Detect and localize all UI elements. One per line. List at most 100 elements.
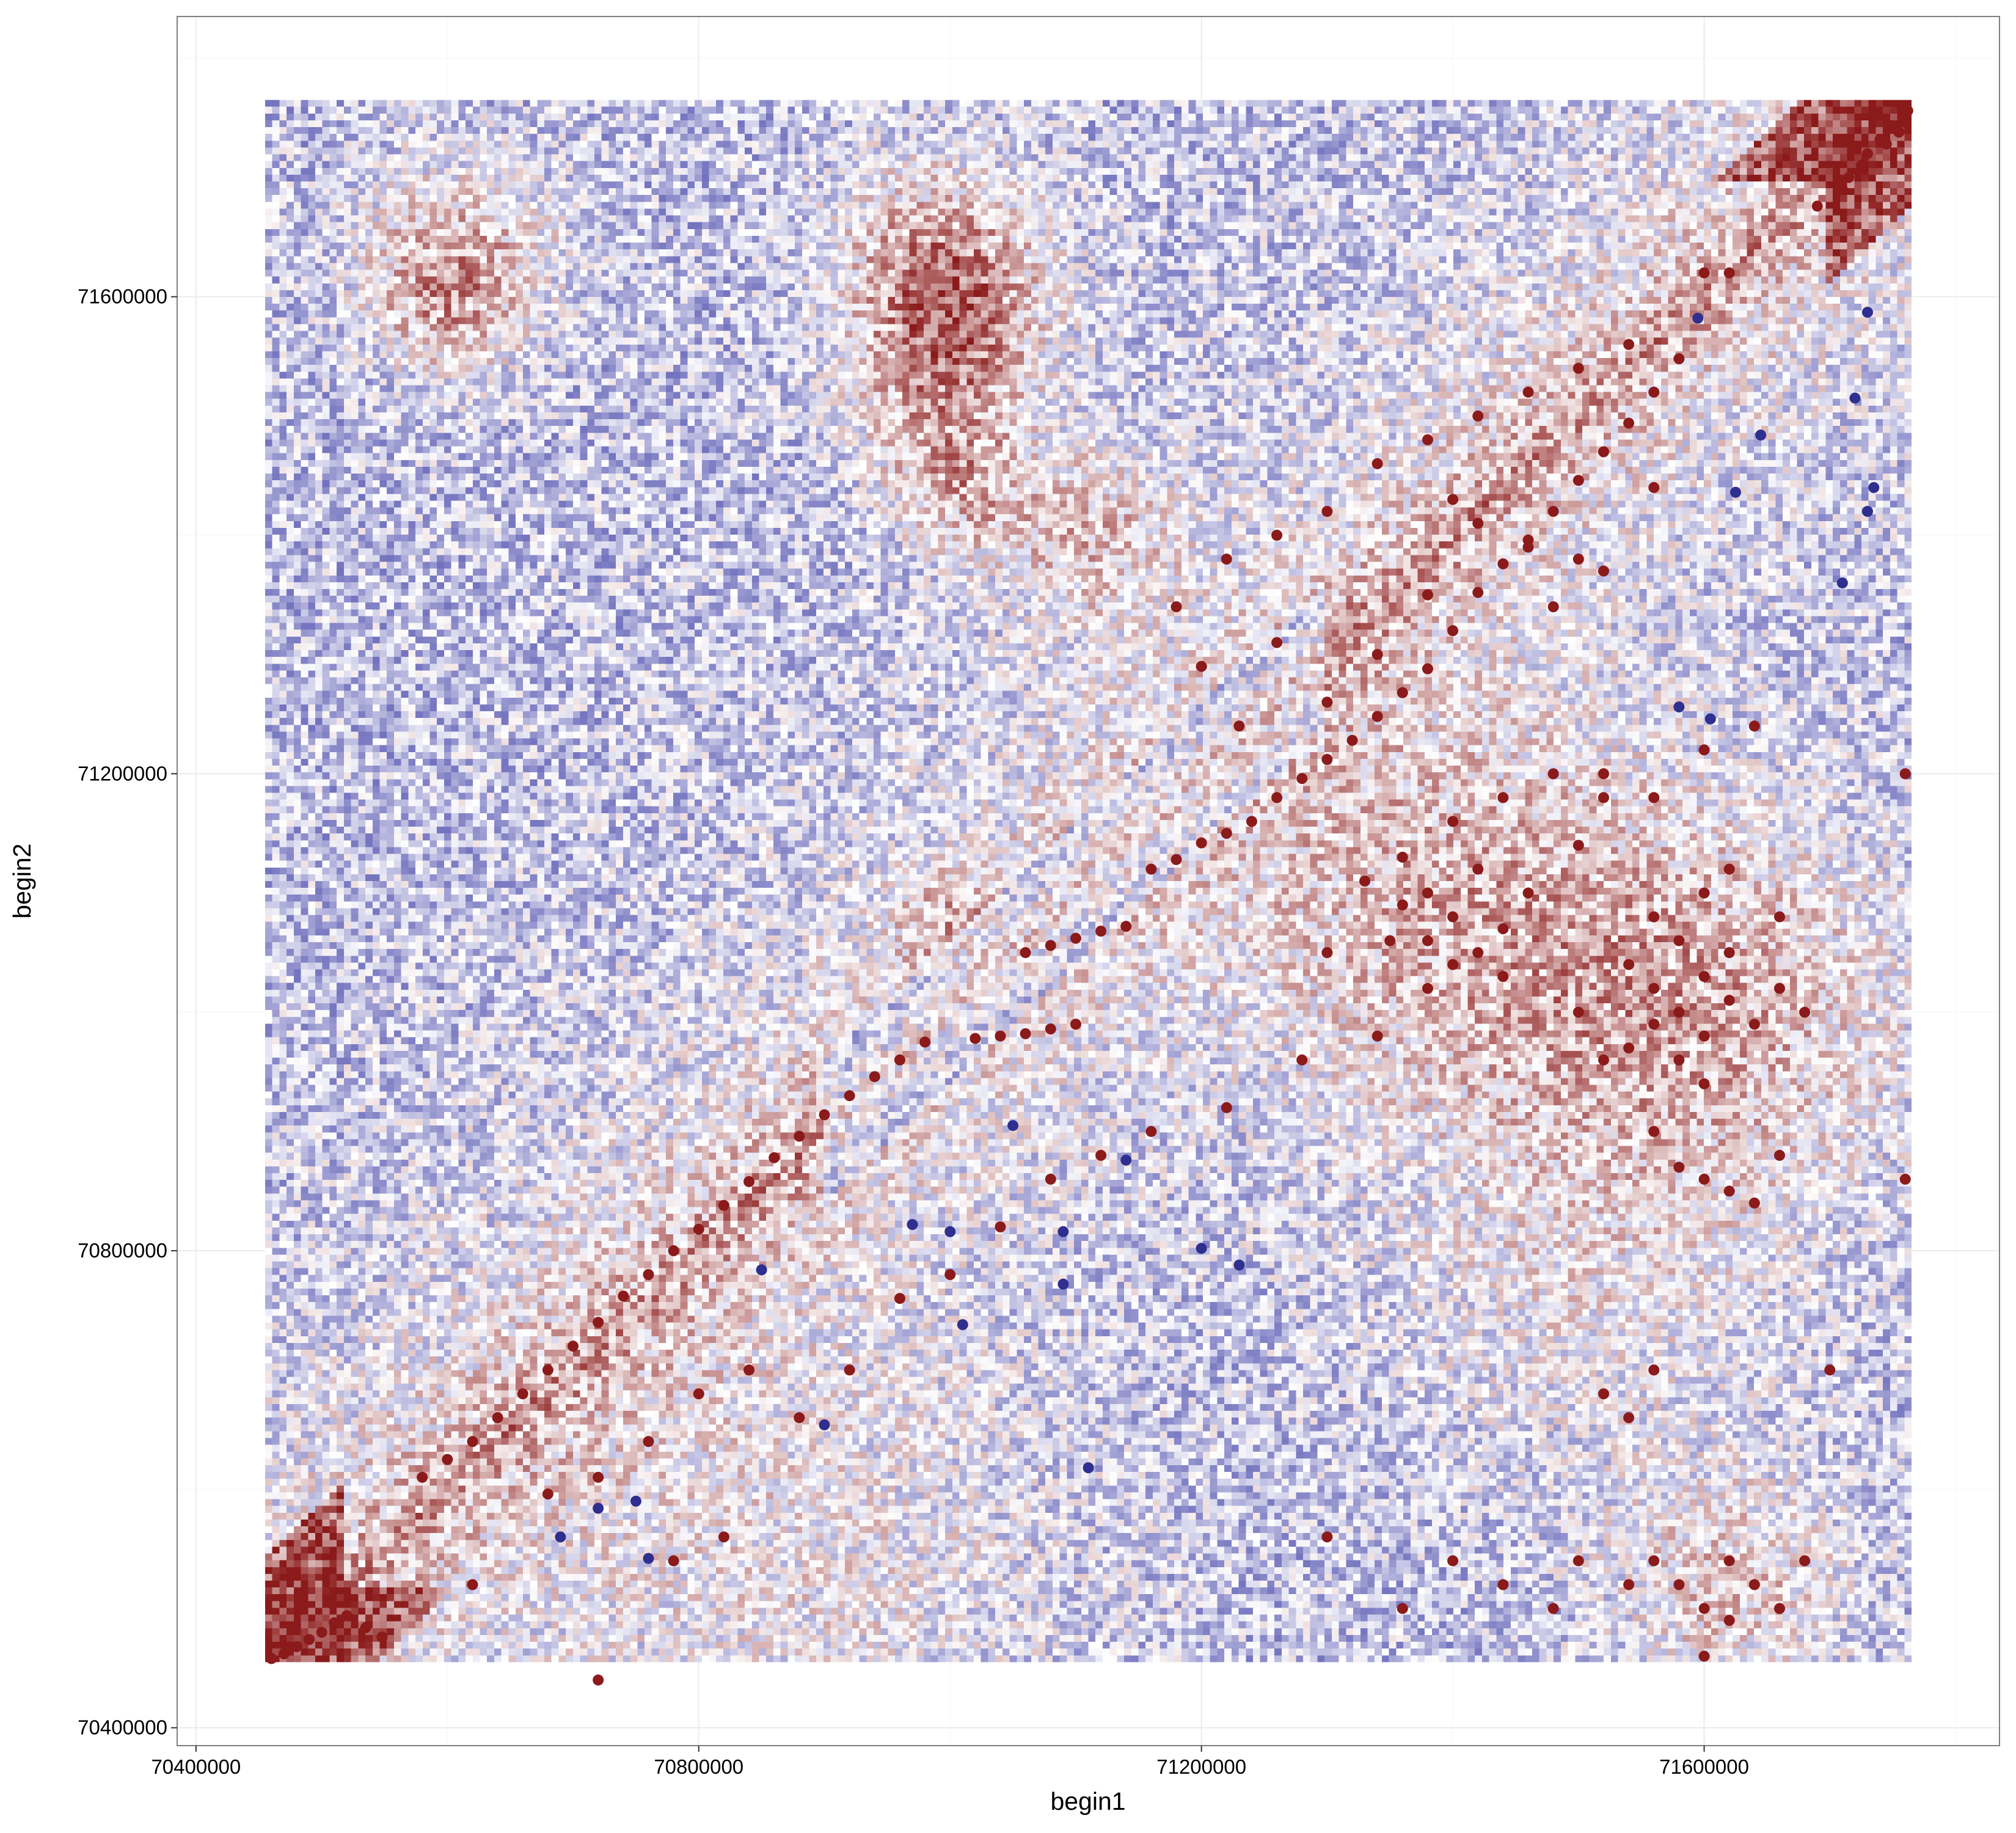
significant-point-positive (304, 1634, 315, 1645)
significant-point-negative (1849, 392, 1861, 404)
significant-point-positive (1748, 720, 1760, 732)
significant-point-negative (593, 1502, 604, 1514)
significant-point-positive (278, 1648, 290, 1659)
significant-point-positive (1472, 518, 1484, 529)
significant-point-negative (1861, 505, 1873, 517)
significant-point-negative (1120, 1154, 1132, 1166)
significant-point-positive (1472, 410, 1484, 422)
significant-point-positive (1811, 200, 1823, 212)
significant-point-positive (995, 1221, 1006, 1232)
significant-point-positive (1045, 1173, 1056, 1185)
significant-point-positive (1070, 1019, 1081, 1030)
significant-point-positive (894, 1054, 905, 1066)
significant-point-positive (1497, 923, 1509, 935)
significant-point-positive (360, 1622, 371, 1633)
significant-point-negative (907, 1219, 918, 1231)
significant-point-negative (1755, 430, 1767, 441)
significant-point-positive (1397, 687, 1408, 698)
significant-point-positive (1497, 971, 1509, 982)
significant-point-positive (1648, 792, 1660, 803)
significant-point-positive (919, 1036, 931, 1048)
significant-point-positive (1698, 887, 1710, 899)
significant-point-positive (1070, 932, 1081, 944)
significant-point-positive (1572, 475, 1584, 486)
significant-point-negative (1673, 701, 1685, 713)
significant-point-positive (844, 1090, 855, 1102)
significant-point-positive (1547, 505, 1559, 517)
significant-point-positive (1698, 1173, 1710, 1185)
significant-point-positive (944, 1269, 956, 1281)
significant-point-positive (1799, 1555, 1811, 1567)
significant-point-positive (1321, 1531, 1333, 1543)
significant-point-negative (555, 1531, 566, 1543)
significant-point-positive (1371, 649, 1383, 660)
significant-point-positive (1748, 1197, 1760, 1209)
significant-point-positive (1773, 982, 1785, 994)
significant-point-positive (1698, 971, 1710, 982)
significant-point-negative (1057, 1226, 1069, 1237)
significant-point-positive (1623, 1042, 1635, 1054)
significant-point-positive (1359, 876, 1371, 887)
significant-point-positive (1799, 1006, 1811, 1018)
significant-point-negative (944, 1226, 956, 1237)
significant-point-positive (1698, 1650, 1710, 1662)
significant-point-positive (1572, 362, 1584, 374)
significant-point-positive (1673, 1054, 1685, 1066)
significant-point-positive (1673, 1006, 1685, 1018)
significant-point-positive (1623, 1412, 1635, 1424)
significant-point-positive (1020, 1028, 1031, 1039)
significant-point-positive (1321, 753, 1333, 765)
significant-point-positive (1698, 267, 1710, 279)
significant-point-negative (1861, 307, 1873, 318)
significant-point-positive (1698, 1078, 1710, 1089)
significant-point-positive (1899, 1173, 1911, 1185)
significant-point-positive (1698, 1603, 1710, 1614)
significant-point-positive (1045, 940, 1056, 951)
significant-point-positive (1497, 558, 1509, 569)
significant-point-positive (1346, 734, 1358, 746)
significant-point-positive (1748, 1019, 1760, 1030)
significant-point-positive (1522, 887, 1534, 899)
significant-point-positive (1171, 601, 1182, 613)
significant-point-positive (1447, 816, 1459, 827)
significant-point-positive (1572, 554, 1584, 565)
significant-point-positive (794, 1130, 805, 1142)
significant-point-negative (1729, 486, 1741, 498)
significant-point-positive (1723, 1185, 1735, 1197)
significant-point-negative (1704, 713, 1716, 725)
significant-point-positive (1171, 854, 1182, 865)
significant-point-positive (1522, 386, 1534, 398)
significant-point-positive (1648, 982, 1660, 994)
y-tick-label: 71600000 (78, 285, 167, 308)
significant-point-positive (1095, 1149, 1107, 1161)
significant-point-negative (1057, 1278, 1069, 1290)
significant-point-positive (718, 1199, 729, 1211)
significant-point-positive (1296, 1054, 1308, 1066)
significant-point-positive (1522, 541, 1534, 553)
significant-point-positive (693, 1223, 704, 1235)
significant-point-positive (1648, 386, 1660, 398)
significant-point-positive (341, 1610, 352, 1622)
significant-point-positive (593, 1471, 604, 1483)
significant-point-positive (1447, 625, 1459, 637)
significant-point-positive (1547, 1603, 1559, 1614)
significant-point-positive (1447, 911, 1459, 923)
significant-point-positive (1673, 353, 1685, 365)
significant-point-negative (1196, 1243, 1207, 1254)
significant-point-positive (1673, 1579, 1685, 1590)
significant-point-positive (1045, 1023, 1056, 1035)
significant-point-positive (1397, 851, 1408, 863)
significant-point-positive (1855, 159, 1867, 171)
y-tick-label: 70800000 (78, 1239, 167, 1262)
significant-point-positive (1572, 1555, 1584, 1567)
significant-point-positive (743, 1176, 755, 1187)
significant-point-positive (1221, 1102, 1232, 1113)
significant-point-positive (1723, 267, 1735, 279)
significant-point-positive (517, 1388, 528, 1400)
significant-point-positive (467, 1579, 478, 1590)
significant-point-positive (1321, 697, 1333, 708)
significant-point-negative (1868, 481, 1880, 493)
significant-point-negative (756, 1264, 767, 1276)
significant-point-positive (1497, 792, 1509, 803)
